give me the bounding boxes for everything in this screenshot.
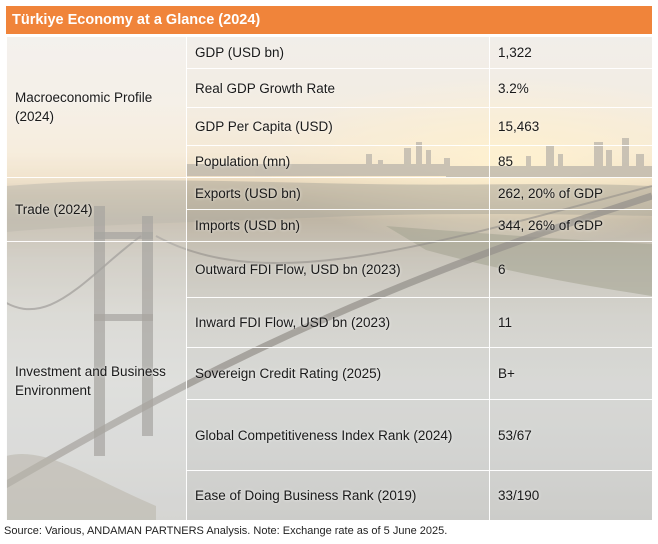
metric-value: 1,322 [489,36,652,69]
table-row: Trade (2024) Exports (USD bn) 262, 20% o… [6,177,652,242]
metric-label: Inward FDI Flow, USD bn (2023) [186,297,490,348]
economy-table: Macroeconomic Profile (2024) GDP (USD bn… [6,36,652,520]
source-note: Source: Various, ANDAMAN PARTNERS Analys… [4,525,448,537]
table-row: Global Competitiveness Index Rank (2024)… [7,399,652,471]
section-label: Investment and Business Environment [6,241,187,520]
metric-value: 33/190 [489,470,652,520]
table-row: Macroeconomic Profile (2024) GDP (USD bn… [6,36,652,178]
table-row: Population (mn) 85 [7,145,652,178]
metric-label: GDP Per Capita (USD) [186,107,490,146]
metric-value: 262, 20% of GDP [489,177,652,210]
metric-label: Imports (USD bn) [186,209,490,242]
metric-label: Population (mn) [186,145,490,178]
table-row: Real GDP Growth Rate 3.2% [7,68,652,108]
metric-value: 11 [489,297,652,348]
section-label: Macroeconomic Profile (2024) [6,36,187,178]
metric-label: Global Competitiveness Index Rank (2024) [186,399,490,471]
table-row: Ease of Doing Business Rank (2019) 33/19… [7,470,652,520]
metric-value: 53/67 [489,399,652,471]
metric-label: GDP (USD bn) [186,36,490,69]
metric-value: 15,463 [489,107,652,146]
metric-value: 6 [489,241,652,298]
metric-label: Outward FDI Flow, USD bn (2023) [186,241,490,298]
table-title: Türkiye Economy at a Glance (2024) [6,6,652,34]
metric-label: Sovereign Credit Rating (2025) [186,347,490,400]
table-row: Imports (USD bn) 344, 26% of GDP [7,209,652,242]
metric-label: Ease of Doing Business Rank (2019) [186,470,490,520]
data-table-panel: Macroeconomic Profile (2024) GDP (USD bn… [6,36,652,520]
table-row: Inward FDI Flow, USD bn (2023) 11 [7,297,652,348]
metric-label: Real GDP Growth Rate [186,68,490,108]
metric-value: 85 [489,145,652,178]
metric-value: B+ [489,347,652,400]
metric-value: 344, 26% of GDP [489,209,652,242]
table-row: Sovereign Credit Rating (2025) B+ [7,347,652,400]
section-label: Trade (2024) [6,177,187,242]
metric-value: 3.2% [489,68,652,108]
table-row: Investment and Business Environment Outw… [6,241,652,520]
metric-label: Exports (USD bn) [186,177,490,210]
